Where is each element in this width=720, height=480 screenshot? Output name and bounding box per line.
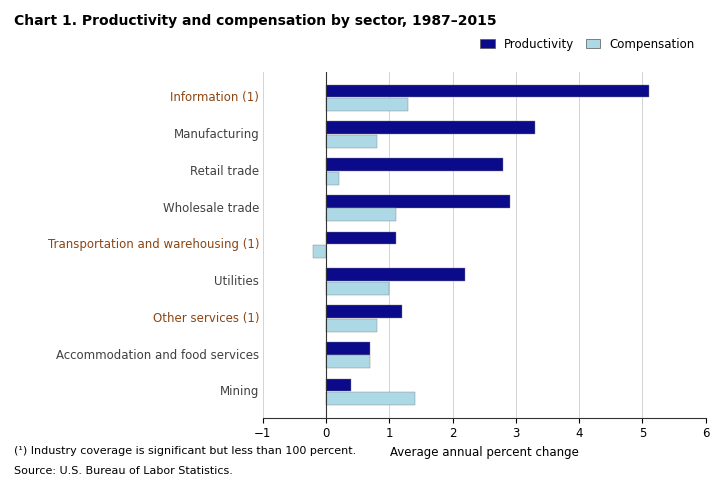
X-axis label: Average annual percent change: Average annual percent change (390, 446, 579, 459)
Bar (326, 305, 402, 318)
Bar (326, 319, 377, 332)
Text: Chart 1. Productivity and compensation by sector, 1987–2015: Chart 1. Productivity and compensation b… (14, 14, 497, 28)
Text: Utilities: Utilities (215, 275, 259, 288)
Bar (326, 379, 351, 392)
Bar (326, 172, 338, 184)
Bar (326, 392, 415, 405)
Text: Wholesale trade: Wholesale trade (163, 202, 259, 215)
Text: Manufacturing: Manufacturing (174, 128, 259, 141)
Text: (¹) Industry coverage is significant but less than 100 percent.: (¹) Industry coverage is significant but… (14, 446, 356, 456)
Text: Information (1): Information (1) (171, 91, 259, 104)
Bar (326, 282, 390, 295)
Bar (313, 245, 326, 258)
Text: Retail trade: Retail trade (190, 165, 259, 178)
Bar (326, 158, 503, 171)
Bar (326, 98, 408, 111)
Bar (326, 84, 649, 97)
Bar (326, 195, 510, 208)
Bar (326, 121, 535, 134)
Legend: Productivity, Compensation: Productivity, Compensation (476, 33, 700, 55)
Text: Source: U.S. Bureau of Labor Statistics.: Source: U.S. Bureau of Labor Statistics. (14, 466, 233, 476)
Text: Other services (1): Other services (1) (153, 312, 259, 325)
Bar (326, 356, 370, 368)
Text: Accommodation and food services: Accommodation and food services (56, 348, 259, 361)
Bar (326, 208, 396, 221)
Bar (326, 231, 396, 244)
Bar (326, 268, 465, 281)
Bar (326, 135, 377, 148)
Text: Transportation and warehousing (1): Transportation and warehousing (1) (48, 238, 259, 252)
Bar (326, 342, 370, 355)
Text: Mining: Mining (220, 385, 259, 398)
